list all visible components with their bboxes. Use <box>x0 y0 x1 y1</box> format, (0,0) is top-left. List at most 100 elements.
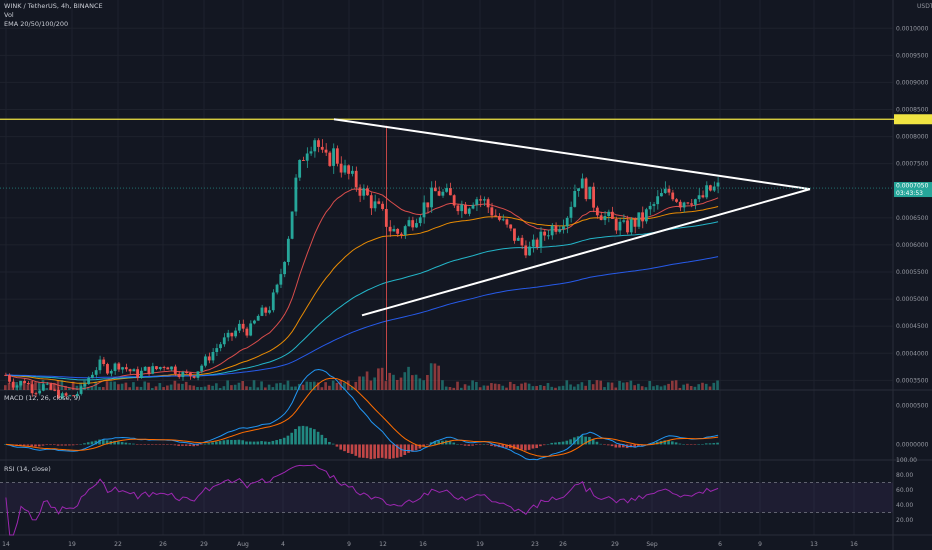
volume-bar <box>418 378 422 390</box>
candle-body <box>603 216 607 221</box>
volume-bar <box>328 385 331 390</box>
macd-histogram-bar <box>230 439 233 445</box>
time-tick-label: 29 <box>611 541 619 548</box>
candle-body <box>328 152 332 166</box>
candle-body <box>72 395 75 397</box>
macd-histogram-bar <box>56 444 60 446</box>
macd-histogram-bar <box>68 444 71 446</box>
volume-bar <box>4 385 7 390</box>
macd-histogram-bar <box>75 444 79 445</box>
candle-body <box>106 364 109 374</box>
volume-bar <box>301 384 305 390</box>
volume-legend[interactable]: Vol <box>4 11 14 19</box>
volume-bar <box>380 367 384 390</box>
volume-bar <box>648 381 652 390</box>
macd-histogram-bar <box>637 444 640 446</box>
macd-histogram-bar <box>147 444 150 445</box>
macd-histogram-bar <box>22 444 26 446</box>
rsi-legend[interactable]: RSI (14, close) <box>4 465 51 473</box>
current-price-label: 0.0007050 <box>896 183 929 190</box>
volume-bar <box>143 381 147 390</box>
current-price-box <box>894 182 932 198</box>
rsi-tick-label: 20.00 <box>896 517 913 524</box>
candle-body <box>648 205 652 210</box>
volume-bar <box>388 372 392 390</box>
macd-histogram-bar <box>531 444 535 449</box>
ema-100-line <box>5 221 719 381</box>
volume-bar <box>697 384 701 390</box>
macd-histogram-bar <box>196 444 199 446</box>
volume-bar <box>550 386 554 390</box>
candle-body <box>633 219 637 227</box>
volume-bar <box>271 387 275 390</box>
candle-body <box>396 228 400 234</box>
volume-bar <box>275 383 278 390</box>
candle-body <box>671 192 675 200</box>
volume-bar <box>640 386 644 390</box>
macd-histogram-bar <box>90 441 94 445</box>
macd-legend[interactable]: MACD (12, 26, close, 9) <box>4 394 81 402</box>
candle-body <box>460 204 464 212</box>
candle-body <box>188 372 192 377</box>
candle-body <box>667 188 671 193</box>
macd-histogram-bar <box>286 435 290 445</box>
volume-bar <box>467 385 471 390</box>
macd-histogram-bar <box>365 444 369 459</box>
candle-body <box>565 217 569 227</box>
time-tick-label: 16 <box>419 541 427 548</box>
volume-bar <box>120 383 124 390</box>
macd-histogram-bar <box>493 444 497 447</box>
candle-body <box>162 366 166 368</box>
rsi-tick-label: 40.00 <box>896 502 913 509</box>
volume-bar <box>68 387 71 390</box>
volume-bar <box>139 386 143 390</box>
macd-histogram-bar <box>79 444 83 445</box>
macd-histogram-bar <box>260 441 263 445</box>
volume-bar <box>362 376 365 390</box>
time-tick-label: 9 <box>347 541 351 548</box>
candle-body <box>452 195 456 206</box>
candle-body <box>441 191 445 196</box>
volume-bar <box>181 383 184 390</box>
volume-bar <box>392 374 395 390</box>
macd-histogram-bar <box>524 444 527 451</box>
volume-bar <box>429 363 433 390</box>
candle-body <box>121 367 124 370</box>
candle-body <box>237 323 241 331</box>
volume-bar <box>64 385 67 390</box>
candle-body <box>90 374 94 378</box>
ema-legend[interactable]: EMA 20/50/100/200 <box>4 20 69 28</box>
candle-body <box>275 284 279 293</box>
candle-body <box>34 393 38 395</box>
price-tick-label: 0.0008500 <box>896 107 929 114</box>
price-tick-label: 0.0006000 <box>896 242 929 249</box>
macd-histogram-bar <box>135 444 139 445</box>
candle-body <box>320 146 324 150</box>
macd-histogram-bar <box>505 444 508 448</box>
macd-histogram-bar <box>41 444 45 446</box>
candle-body <box>117 363 121 370</box>
volume-bar <box>441 380 444 390</box>
macd-histogram-bar <box>169 444 173 445</box>
price-tick-label: 0.0004000 <box>896 350 929 357</box>
symbol-legend[interactable]: WINK / TetherUS, 4h, BINANCE <box>4 2 103 10</box>
rsi-tick-label: 60.00 <box>896 487 913 494</box>
macd-histogram-bar <box>94 440 98 445</box>
candle-body <box>486 199 490 208</box>
candle-body <box>388 226 392 232</box>
macd-histogram-bar <box>678 443 682 445</box>
candle-body <box>497 216 501 220</box>
macd-histogram-bar <box>4 444 7 445</box>
candle-body <box>207 356 211 361</box>
macd-histogram-bar <box>591 439 595 445</box>
volume-bar <box>158 383 162 390</box>
volume-bar <box>403 372 407 390</box>
volume-bar <box>162 387 165 390</box>
volume-bar <box>588 380 591 390</box>
candle-body <box>294 177 298 212</box>
macd-histogram-bar <box>520 444 523 450</box>
price-tick-label: 0.0010000 <box>896 25 929 32</box>
volume-bar <box>557 386 561 390</box>
candle-body <box>332 148 335 166</box>
